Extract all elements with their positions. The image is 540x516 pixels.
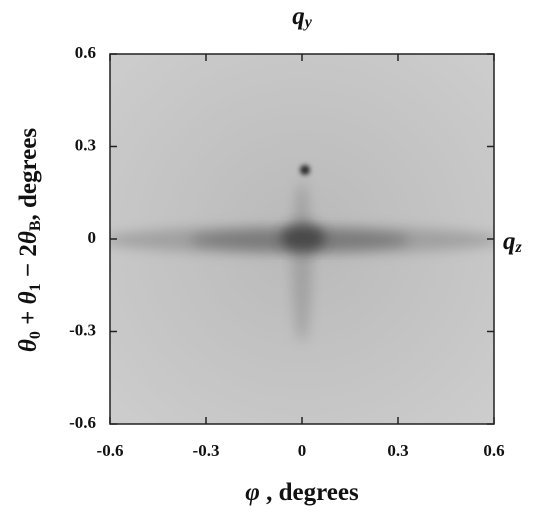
x-tick-label: 0 — [298, 441, 307, 460]
label-part: 0 — [27, 331, 44, 339]
label-part: θ — [15, 339, 42, 352]
label-part: B — [27, 220, 44, 231]
label-part: φ — [245, 479, 260, 506]
y-axis-label: θ0 + θ1 − 2θB, degrees — [15, 128, 44, 352]
y-tick-label: -0.6 — [69, 413, 96, 432]
label-part: 1 — [27, 283, 44, 291]
label-part: , degrees — [15, 128, 42, 221]
label-part: + — [15, 304, 42, 331]
label-part: y — [303, 14, 313, 31]
y-tick-label: -0.3 — [69, 320, 96, 339]
right-label: qz — [503, 228, 523, 256]
x-tick-label: 0.6 — [483, 441, 504, 460]
label-part: θ — [15, 231, 42, 244]
top-label: qy — [292, 3, 313, 31]
label-part: q — [503, 228, 516, 255]
label-part: z — [515, 239, 523, 256]
label-part: θ — [15, 291, 42, 304]
y-tick-label: 0.6 — [75, 43, 96, 62]
y-tick-label: 0 — [88, 228, 97, 247]
intensity-map — [110, 54, 494, 424]
label-part: − 2 — [15, 244, 42, 283]
x-tick-label: -0.3 — [193, 441, 220, 460]
x-axis-label: φ , degrees — [245, 479, 359, 506]
label-part: , degrees — [260, 479, 359, 506]
y-tick-label: 0.3 — [75, 135, 96, 154]
label-part: q — [292, 3, 305, 30]
x-tick-label: -0.6 — [97, 441, 124, 460]
x-tick-label: 0.3 — [387, 441, 408, 460]
